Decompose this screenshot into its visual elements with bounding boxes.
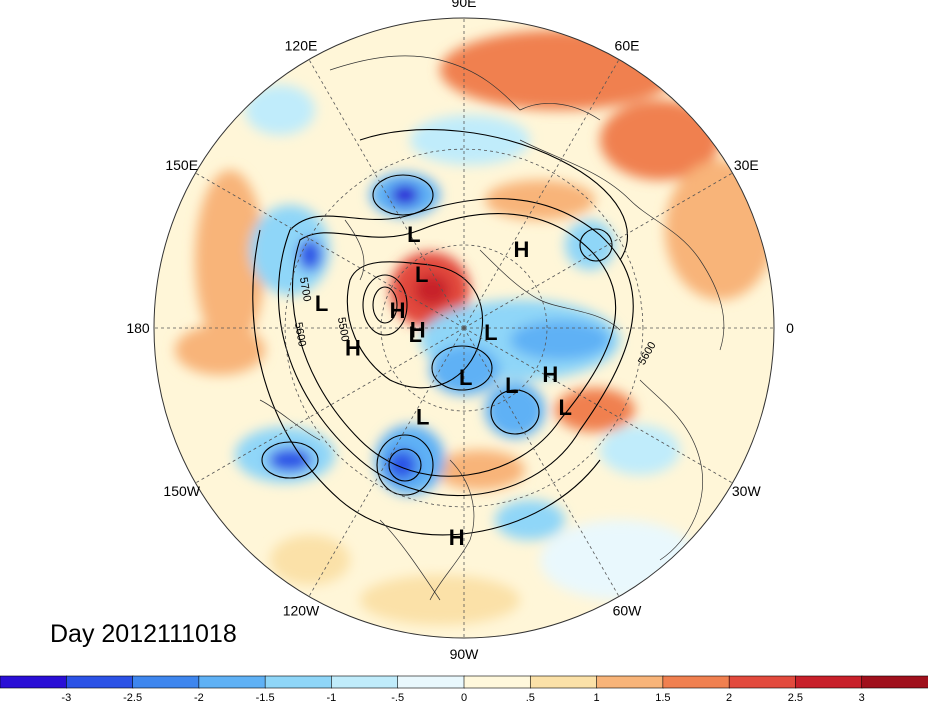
height-contours (252, 129, 634, 536)
longitude-label: 90E (452, 0, 477, 10)
low-center-label: L (415, 262, 428, 287)
longitude-label: 180 (126, 320, 150, 336)
longitude-label: 60E (615, 38, 640, 54)
colorbar-tick-label: -2 (194, 692, 204, 702)
contour-value-label: 5700 (297, 276, 313, 302)
longitude-label: 30E (734, 157, 759, 173)
low-center-label: L (315, 291, 328, 316)
colorbar-swatch (728, 675, 797, 689)
colorbar-tick-label: -1.5 (256, 692, 275, 702)
high-center-label: H (542, 362, 558, 387)
graticule (154, 18, 774, 638)
low-center-label: L (416, 405, 429, 430)
colorbar-swatch (463, 675, 532, 689)
colorbar-swatch (596, 675, 664, 689)
longitude-label: 30W (732, 483, 762, 499)
colorbar-tick-label: 2 (726, 692, 732, 702)
longitude-label: 150W (163, 483, 200, 499)
colorbar-tick-label: -1 (327, 692, 337, 702)
map-title: Day 2012111018 (50, 620, 237, 648)
colorbar-swatch (264, 675, 333, 689)
colorbar-tick-label: -2.5 (123, 692, 142, 702)
longitude-label: 150E (165, 157, 198, 173)
map-border (153, 17, 775, 639)
colorbar-swatch (861, 675, 928, 689)
colorbar-swatch (65, 675, 134, 689)
colorbar: -3 -2.5 -2 -1.5 -1 -.5 0 .5 1 1.5 2 2.5 3 (0, 675, 928, 702)
colorbar-swatch (662, 675, 730, 689)
colorbar-swatch (132, 675, 200, 689)
low-center-label: L (409, 322, 422, 347)
contour-value-label: 5600 (292, 321, 308, 347)
low-center-label: L (459, 365, 472, 390)
longitude-label: 0 (786, 320, 794, 336)
colorbar-tick-label: 3 (859, 692, 865, 702)
longitude-label: 90W (450, 646, 480, 662)
colorbar-swatch (795, 675, 863, 689)
colorbar-swatch (397, 675, 465, 689)
high-center-label: H (345, 336, 361, 361)
colorbar-tick-label: 2.5 (788, 692, 803, 702)
longitude-label: 120W (283, 602, 320, 618)
colorbar-swatch (529, 675, 598, 689)
colorbar-tick-label: 0 (461, 692, 467, 702)
low-center-label: L (484, 320, 497, 345)
longitude-label: 60W (613, 602, 643, 618)
longitude-label: 120E (285, 38, 318, 54)
coastlines (259, 55, 725, 601)
low-center-label: L (505, 373, 518, 398)
low-center-label: L (558, 395, 571, 420)
high-center-label: H (390, 298, 406, 323)
high-center-label: H (410, 318, 426, 343)
colorbar-swatch (198, 675, 266, 689)
colorbar-swatch (331, 675, 399, 689)
contour-value-label: 5500 (335, 316, 351, 342)
colorbar-tick-label: 1.5 (655, 692, 670, 702)
colorbar-tick-label: .5 (526, 692, 535, 702)
anomaly-warm (440, 30, 680, 110)
colorbar-tick-label: 1 (594, 692, 600, 702)
colorbar-swatch (0, 675, 68, 689)
high-center-label: H (514, 237, 530, 262)
anomaly-field (175, 30, 774, 625)
longitude-labels: 90E 60E 30E 0 30W 60W 90W 120W 150W 180 150E 120E (126, 0, 794, 662)
colorbar-tick-label: -3 (61, 692, 71, 702)
colorbar-tick-label: -.5 (391, 692, 404, 702)
high-center-label: H (449, 525, 465, 550)
low-center-label: L (407, 222, 420, 247)
map-disk (153, 17, 775, 639)
